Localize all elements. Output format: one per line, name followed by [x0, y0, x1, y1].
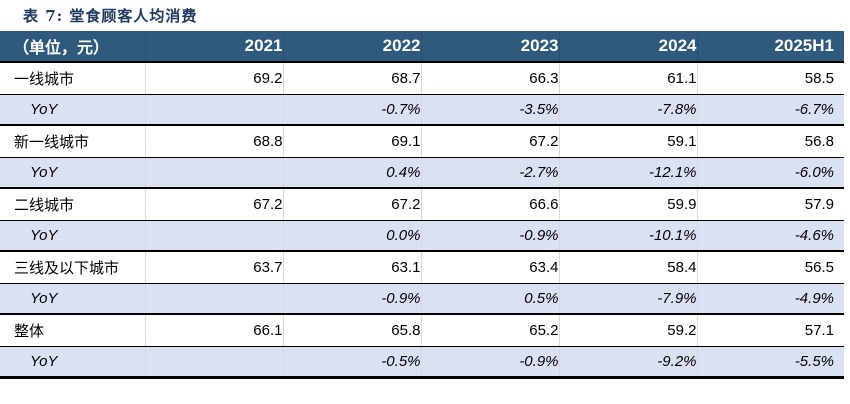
- row-tier1-yoy: YoY -0.7% -3.5% -7.8% -6.7%: [0, 94, 844, 126]
- unit-label: （单位，元）: [0, 31, 145, 63]
- cell-yoy: -0.5%: [282, 346, 421, 379]
- cell-value: 58.4: [558, 251, 697, 284]
- dine-in-per-capita-spend-table: （单位，元） 2021 2022 2023 2024 2025H1 一线城市 6…: [0, 31, 844, 379]
- cell-value: 68.7: [282, 62, 421, 95]
- cell-yoy: [144, 283, 283, 315]
- row-label: 二线城市: [0, 188, 145, 221]
- yoy-label: YoY: [0, 220, 145, 252]
- cell-yoy: -7.8%: [558, 94, 697, 126]
- cell-value: 65.8: [282, 314, 421, 347]
- cell-yoy: -12.1%: [558, 157, 697, 189]
- row-tier2: 二线城市 67.2 67.2 66.6 59.9 57.9: [0, 188, 844, 221]
- row-tier3-below: 三线及以下城市 63.7 63.1 63.4 58.4 56.5: [0, 251, 844, 284]
- column-header-2023: 2023: [420, 31, 559, 63]
- table-title: 表 7: 堂食顾客人均消费: [23, 7, 198, 25]
- cell-yoy: -5.5%: [696, 346, 844, 379]
- cell-value: 63.7: [144, 251, 283, 284]
- cell-yoy: -0.9%: [420, 220, 559, 252]
- cell-yoy: [144, 94, 283, 126]
- cell-yoy: -4.9%: [696, 283, 844, 315]
- row-new-tier1: 新一线城市 68.8 69.1 67.2 59.1 56.8: [0, 125, 844, 158]
- cell-value: 69.2: [144, 62, 283, 95]
- cell-value: 69.1: [282, 125, 421, 158]
- cell-yoy: -0.9%: [420, 346, 559, 379]
- cell-value: 67.2: [420, 125, 559, 158]
- cell-value: 56.8: [696, 125, 844, 158]
- cell-value: 68.8: [144, 125, 283, 158]
- cell-yoy: -7.9%: [558, 283, 697, 315]
- row-tier2-yoy: YoY 0.0% -0.9% -10.1% -4.6%: [0, 220, 844, 252]
- cell-value: 66.6: [420, 188, 559, 221]
- column-header-2024: 2024: [558, 31, 697, 63]
- cell-value: 57.1: [696, 314, 844, 347]
- row-label: 三线及以下城市: [0, 251, 145, 284]
- cell-value: 67.2: [144, 188, 283, 221]
- cell-value: 61.1: [558, 62, 697, 95]
- row-label: 新一线城市: [0, 125, 145, 158]
- column-header-2022: 2022: [282, 31, 421, 63]
- cell-value: 66.1: [144, 314, 283, 347]
- cell-yoy: -4.6%: [696, 220, 844, 252]
- cell-yoy: -10.1%: [558, 220, 697, 252]
- cell-yoy: -6.7%: [696, 94, 844, 126]
- yoy-label: YoY: [0, 94, 145, 126]
- row-tier1: 一线城市 69.2 68.7 66.3 61.1 58.5: [0, 62, 844, 95]
- cell-value: 66.3: [420, 62, 559, 95]
- row-overall-yoy: YoY -0.5% -0.9% -9.2% -5.5%: [0, 346, 844, 379]
- row-tier3-below-yoy: YoY -0.9% 0.5% -7.9% -4.9%: [0, 283, 844, 315]
- column-header-2021: 2021: [144, 31, 283, 63]
- cell-value: 59.2: [558, 314, 697, 347]
- cell-yoy: 0.5%: [420, 283, 559, 315]
- cell-yoy: -2.7%: [420, 157, 559, 189]
- row-label: 一线城市: [0, 62, 145, 95]
- cell-value: 59.9: [558, 188, 697, 221]
- cell-value: 67.2: [282, 188, 421, 221]
- cell-yoy: 0.4%: [282, 157, 421, 189]
- cell-yoy: [144, 220, 283, 252]
- cell-yoy: [144, 346, 283, 379]
- row-new-tier1-yoy: YoY 0.4% -2.7% -12.1% -6.0%: [0, 157, 844, 189]
- yoy-label: YoY: [0, 283, 145, 315]
- cell-value: 56.5: [696, 251, 844, 284]
- cell-value: 57.9: [696, 188, 844, 221]
- cell-value: 59.1: [558, 125, 697, 158]
- row-overall: 整体 66.1 65.8 65.2 59.2 57.1: [0, 314, 844, 347]
- cell-yoy: -3.5%: [420, 94, 559, 126]
- cell-yoy: [144, 157, 283, 189]
- cell-yoy: -0.9%: [282, 283, 421, 315]
- cell-yoy: -0.7%: [282, 94, 421, 126]
- cell-value: 65.2: [420, 314, 559, 347]
- row-label: 整体: [0, 314, 145, 347]
- yoy-label: YoY: [0, 346, 145, 379]
- cell-yoy: -9.2%: [558, 346, 697, 379]
- cell-yoy: -6.0%: [696, 157, 844, 189]
- cell-value: 63.4: [420, 251, 559, 284]
- yoy-label: YoY: [0, 157, 145, 189]
- cell-yoy: 0.0%: [282, 220, 421, 252]
- cell-value: 63.1: [282, 251, 421, 284]
- cell-value: 58.5: [696, 62, 844, 95]
- column-header-2025h1: 2025H1: [696, 31, 844, 63]
- header-row: （单位，元） 2021 2022 2023 2024 2025H1: [0, 31, 844, 63]
